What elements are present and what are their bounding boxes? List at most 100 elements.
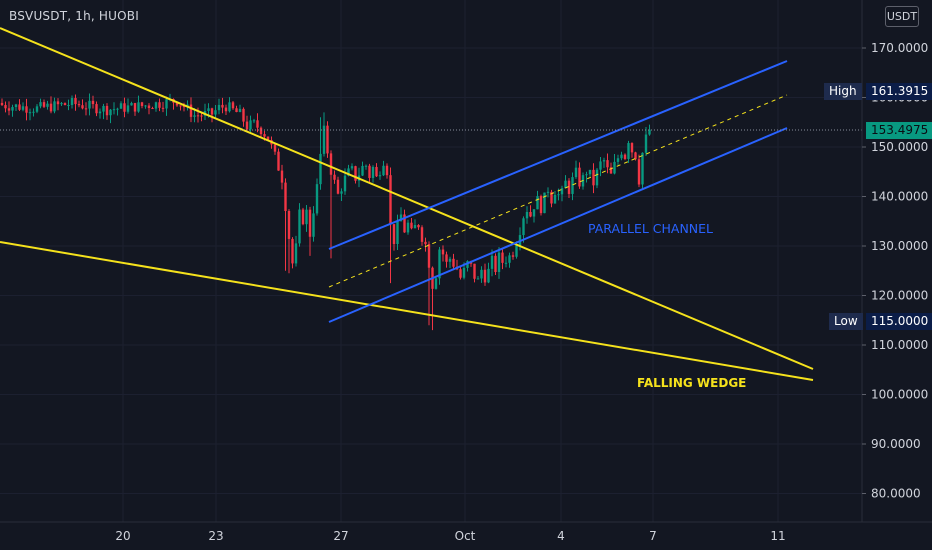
candle-body <box>340 191 343 194</box>
candle-body <box>200 115 203 117</box>
candle-body <box>571 177 574 194</box>
candle-body <box>466 261 469 268</box>
candle-body <box>490 255 494 269</box>
candle-body <box>217 104 221 111</box>
wedge-upper-line[interactable] <box>0 27 814 370</box>
candle-body <box>273 144 277 152</box>
candle-body <box>294 243 298 264</box>
price-tick-label: 150.0000 <box>871 140 928 154</box>
price-tick-label: 140.0000 <box>871 190 928 204</box>
candle-body <box>543 192 546 214</box>
price-tick-label: 80.0000 <box>871 487 921 501</box>
candle-body <box>228 102 231 112</box>
candle-body <box>452 258 455 267</box>
candle-body <box>231 102 235 109</box>
candle-body <box>578 167 581 187</box>
candle-body <box>196 115 200 117</box>
candle-body <box>35 106 39 112</box>
candle-body <box>609 167 613 174</box>
time-axis[interactable]: 20 23 27 Oct 4 7 11 <box>115 529 785 543</box>
low-label: Low <box>829 313 863 330</box>
price-tick-label: 120.0000 <box>871 289 928 303</box>
candle-body <box>515 245 518 257</box>
candle-body <box>77 104 81 106</box>
candlestick-series <box>0 93 651 331</box>
candle-body <box>308 209 312 237</box>
candle-body <box>424 241 427 245</box>
candle-body <box>7 108 11 111</box>
candle-body <box>546 191 550 193</box>
candle-body <box>56 101 60 105</box>
candle-body <box>39 102 42 107</box>
candle-body <box>14 104 18 108</box>
time-tick-label: 23 <box>208 529 223 543</box>
time-tick-label: Oct <box>455 529 476 543</box>
candle-body <box>67 104 70 106</box>
candle-body <box>175 102 179 106</box>
time-tick-label: 27 <box>333 529 348 543</box>
price-tick-label: 170.0000 <box>871 41 928 55</box>
candle-body <box>291 238 294 264</box>
candle-body <box>263 134 266 137</box>
candle-body <box>287 211 291 239</box>
candle-body <box>511 255 515 257</box>
wedge-annotation: FALLING WEDGE <box>637 376 746 390</box>
candle-body <box>305 209 308 225</box>
candle-body <box>53 101 56 112</box>
candle-body <box>378 175 382 177</box>
candle-body <box>630 143 634 153</box>
candle-body <box>532 209 536 217</box>
candle-body <box>0 102 4 106</box>
candle-body <box>301 209 305 225</box>
wedge-lower-line[interactable] <box>0 241 814 381</box>
candle-body <box>462 267 466 278</box>
candle-body <box>434 278 438 289</box>
candle-body <box>347 168 350 176</box>
low-value: 115.0000 <box>866 313 932 330</box>
candle-body <box>277 151 280 171</box>
candle-body <box>252 120 256 122</box>
candle-body <box>60 103 63 105</box>
candle-body <box>497 252 501 272</box>
candle-body <box>105 105 109 116</box>
candle-body <box>32 111 35 113</box>
candle-body <box>326 125 329 154</box>
candle-body <box>459 269 462 278</box>
candle-body <box>588 169 592 175</box>
channel-median-line[interactable] <box>328 94 788 288</box>
currency-unit-button[interactable]: USDT <box>885 6 919 27</box>
candle-body <box>637 159 641 185</box>
candle-body <box>410 222 413 229</box>
candle-body <box>210 108 214 115</box>
price-axis[interactable]: 170.0000160.0000150.0000140.0000130.0000… <box>862 41 928 501</box>
candle-body <box>221 104 224 108</box>
candle-body <box>193 115 196 117</box>
candle-body <box>189 104 193 117</box>
candle-body <box>595 169 599 186</box>
candle-body <box>63 103 67 106</box>
candle-body <box>399 214 403 222</box>
candle-body <box>315 184 319 214</box>
candle-body <box>25 106 28 113</box>
candle-body <box>536 196 539 210</box>
candle-body <box>116 108 119 110</box>
candle-body <box>361 165 364 176</box>
candle-body <box>242 108 245 122</box>
candle-body <box>119 103 123 109</box>
candle-body <box>333 174 336 180</box>
candle-body <box>448 258 452 262</box>
candle-body <box>91 100 95 105</box>
candle-body <box>343 175 347 192</box>
candle-body <box>445 254 448 262</box>
candle-body <box>564 180 567 189</box>
candle-body <box>539 196 543 214</box>
candle-body <box>406 222 410 233</box>
channel-upper-line[interactable] <box>328 60 788 250</box>
price-tick-label: 90.0000 <box>871 437 921 451</box>
candle-body <box>137 102 140 112</box>
candle-body <box>567 180 571 194</box>
channel-lower-line[interactable] <box>328 127 788 323</box>
candle-body <box>522 218 525 236</box>
candle-body <box>525 211 529 219</box>
